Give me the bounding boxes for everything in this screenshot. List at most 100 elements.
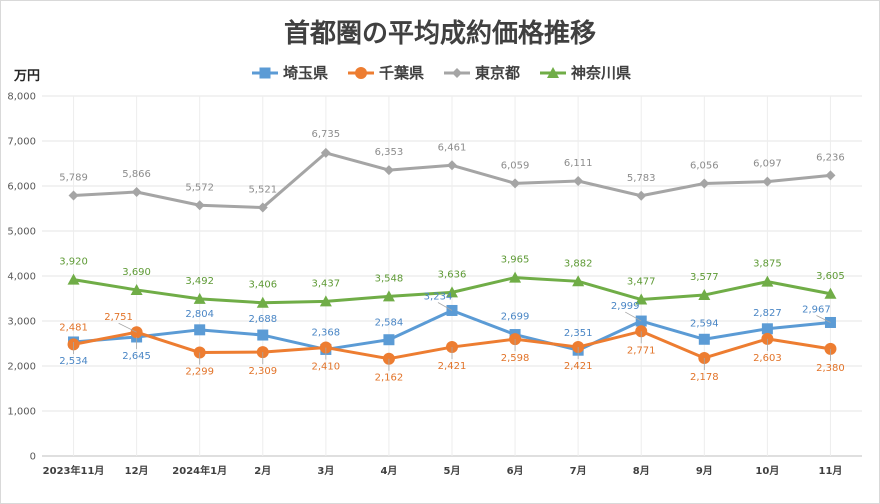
data-label: 2,598 (501, 353, 530, 364)
x-tick-label: 2024年1月 (172, 464, 227, 477)
x-tick-label: 5月 (444, 465, 461, 477)
data-point-marker (382, 290, 395, 302)
y-tick-label: 3,000 (7, 317, 36, 328)
data-point-marker (194, 200, 205, 211)
data-label: 3,492 (185, 276, 214, 287)
data-point-marker (67, 273, 80, 285)
data-point-marker (383, 334, 395, 346)
data-point-marker (761, 323, 773, 335)
series-東京都 (68, 147, 836, 213)
y-tick-label: 6,000 (7, 182, 36, 193)
data-point-marker (825, 170, 836, 181)
data-label: 2,967 (802, 304, 831, 315)
data-label: 3,234 (424, 291, 453, 302)
data-label: 2,827 (753, 308, 782, 319)
data-label: 2,751 (104, 312, 133, 323)
data-point-marker (547, 67, 559, 78)
x-tick-label: 3月 (317, 465, 334, 477)
gridlines (42, 95, 862, 457)
data-point-marker (509, 271, 522, 283)
data-label: 2,178 (690, 372, 719, 383)
y-tick-label: 1,000 (7, 407, 36, 418)
y-axis-ticks: 0 1,000 2,000 3,000 4,000 5,000 6,000 7,000 8,00… (7, 92, 36, 463)
data-label: 2,481 (59, 322, 88, 333)
data-label: 6,353 (375, 147, 404, 158)
legend-item: 神奈川県 (540, 64, 631, 82)
y-tick-label: 8,000 (7, 92, 36, 103)
legend-label: 埼玉県 (283, 64, 328, 82)
data-point-marker (636, 190, 647, 201)
data-label: 6,461 (438, 142, 467, 153)
data-point-marker (510, 178, 521, 189)
chart-title: 首都圏の平均成約価格推移 (284, 18, 596, 49)
data-point-marker (572, 275, 585, 287)
data-label: 2,410 (312, 362, 341, 373)
y-tick-label: 5,000 (7, 227, 36, 238)
legend-label: 東京都 (475, 64, 520, 82)
y-tick-label: 0 (30, 452, 36, 463)
data-point-marker (383, 165, 394, 176)
data-point-marker (68, 190, 79, 201)
data-point-marker (762, 176, 773, 187)
y-tick-label: 7,000 (7, 137, 36, 148)
data-label: 3,875 (753, 259, 782, 270)
data-label: 3,477 (627, 277, 656, 288)
data-point-marker (824, 287, 837, 299)
x-tick-label: 8月 (633, 465, 650, 477)
label-leader-line (437, 302, 453, 311)
data-point-marker (447, 160, 457, 171)
label-leader-line (816, 315, 831, 323)
data-point-marker (320, 147, 331, 158)
data-point-marker (130, 283, 143, 295)
data-label: 5,572 (185, 182, 214, 193)
data-label: 3,690 (122, 267, 151, 278)
data-point-marker (452, 68, 462, 78)
data-point-marker (698, 333, 710, 345)
data-point-marker (257, 329, 269, 341)
x-tick-label: 4月 (380, 465, 397, 477)
data-label: 3,965 (501, 255, 530, 266)
data-point-marker (319, 295, 332, 307)
data-label: 2,421 (438, 361, 467, 372)
data-label: 6,111 (564, 158, 593, 169)
series-神奈川県 (67, 271, 837, 308)
x-tick-label: 11月 (819, 465, 843, 477)
data-point-marker (446, 286, 458, 298)
data-point-marker (259, 67, 271, 79)
data-label: 6,056 (690, 160, 719, 171)
x-tick-label: 9月 (696, 465, 713, 477)
data-label: 2,534 (59, 356, 88, 367)
legend-label: 神奈川県 (571, 64, 631, 82)
x-tick-label: 10月 (755, 465, 779, 477)
x-axis-ticks: 2023年11月 12月 2024年1月 2月 3月 4月 5月 6月 7月 8月 9月 10月 11月 (43, 464, 843, 477)
data-label: 2,771 (627, 345, 656, 356)
data-point-marker (573, 176, 584, 187)
data-label: 2,351 (564, 328, 593, 339)
label-leader-line (118, 322, 137, 333)
data-label: 2,804 (185, 309, 214, 320)
data-label: 5,789 (59, 172, 88, 183)
data-label: 3,577 (690, 272, 719, 283)
data-point-marker (761, 275, 774, 287)
data-label: 2,368 (312, 327, 341, 338)
x-tick-label: 12月 (125, 465, 149, 477)
label-leader-line (625, 311, 642, 322)
legend-item: 千葉県 (348, 64, 424, 82)
y-axis-unit-label: 万円 (13, 69, 40, 84)
data-label: 2,584 (375, 318, 404, 329)
data-label: 5,783 (627, 173, 656, 184)
data-label: 2,380 (816, 363, 845, 374)
data-point-marker (699, 178, 710, 189)
data-label: 2,299 (185, 367, 214, 378)
data-label: 3,548 (375, 273, 404, 284)
data-label: 5,866 (122, 169, 151, 180)
data-label: 5,521 (248, 185, 277, 196)
data-label: 2,699 (501, 312, 530, 323)
data-point-marker (193, 292, 206, 304)
data-label: 3,605 (816, 271, 845, 282)
data-point-marker (355, 67, 367, 79)
data-label: 2,603 (753, 353, 782, 364)
data-label: 6,236 (816, 152, 845, 163)
data-point-marker (257, 202, 268, 213)
